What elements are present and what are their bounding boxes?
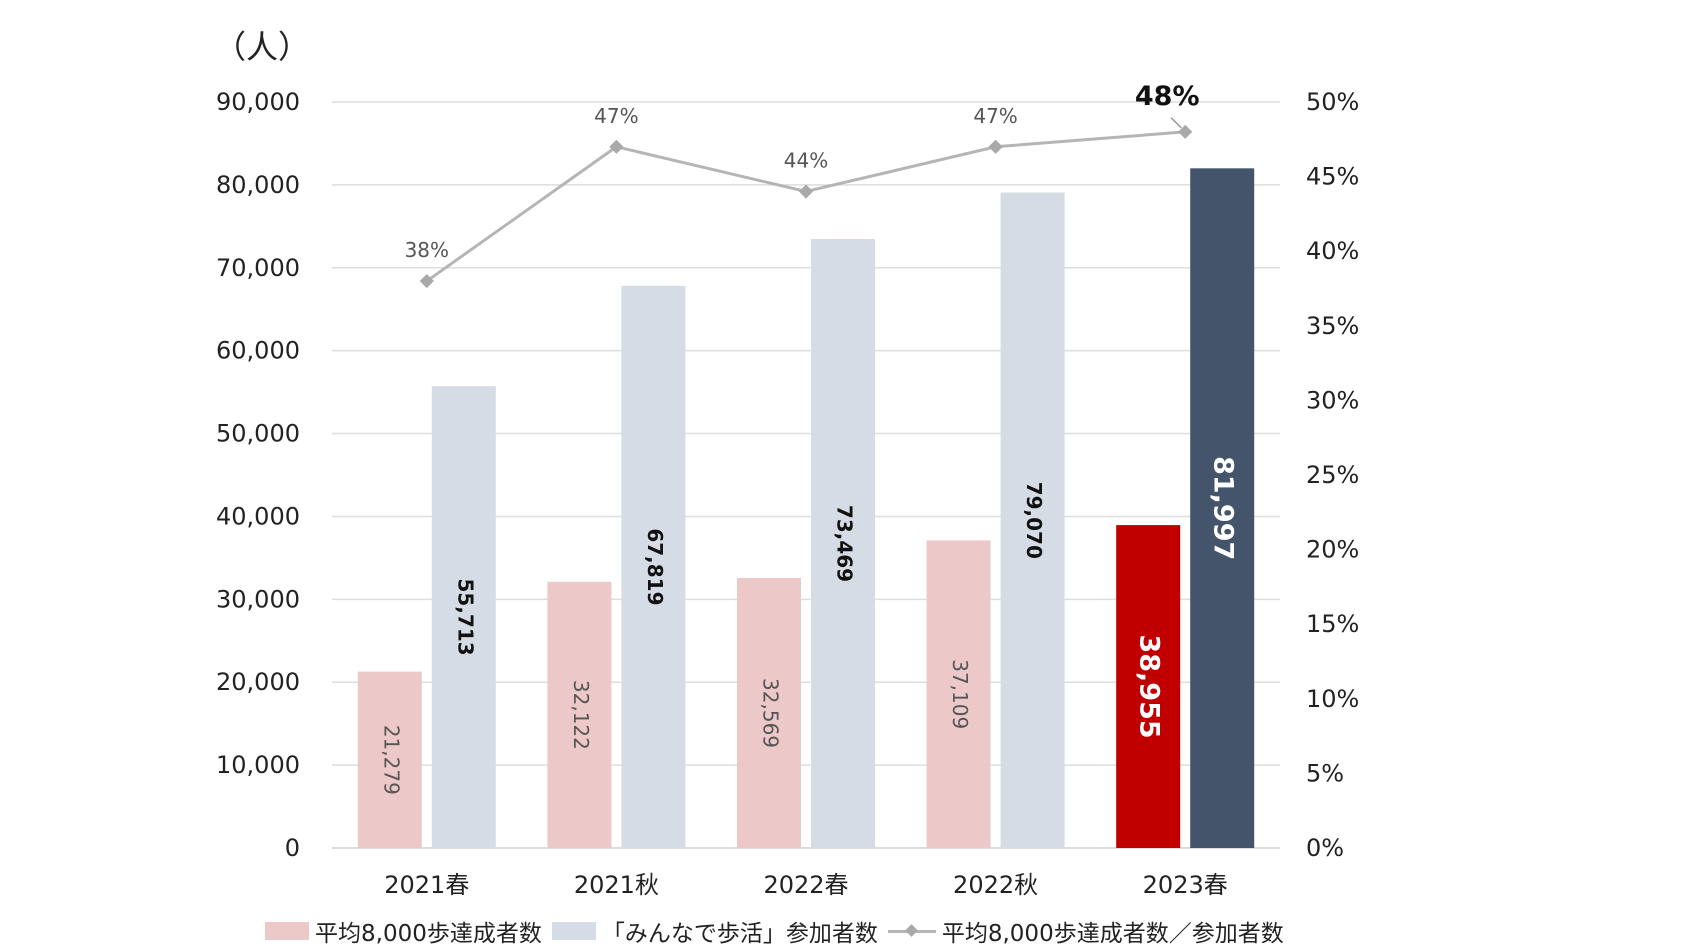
left-axis-tick-label: 40,000 [216, 502, 300, 530]
bar-participants [431, 386, 496, 848]
bar-achievers [357, 671, 422, 848]
ratio-label: 47% [594, 104, 638, 128]
bar-achievers [926, 540, 991, 848]
category-label: 2021秋 [574, 871, 659, 899]
legend-label-participants: 「みんなで歩活」参加者数 [601, 921, 878, 947]
right-axis-tick-label: 50% [1306, 88, 1359, 116]
right-axis-tick-label: 20% [1306, 536, 1359, 564]
ratio-label-leader [1170, 117, 1182, 129]
right-axis-ticks: 0% 5% 10% 15% 20% 25% 30% 35% 40% 45% 50% [1306, 88, 1359, 862]
category-label: 2023春 [1143, 871, 1228, 899]
category-axis-labels: 2021春 2021秋 2022春 2022秋 2023春 [384, 871, 1227, 899]
combo-chart: （人） 0 10,000 20,000 30,000 40,000 50,000 60,00… [214, 28, 1359, 899]
right-axis-tick-label: 10% [1306, 685, 1359, 713]
bar-series [357, 168, 1255, 849]
left-axis-tick-label: 70,000 [216, 254, 300, 282]
ratio-point [988, 139, 1003, 154]
legend-item-achievers: 平均8,000歩達成者数 [265, 914, 542, 948]
legend-item-participants: 「みんなで歩活」参加者数 [551, 914, 878, 948]
bar-label-achievers: 21,279 [379, 725, 403, 795]
legend-swatch-participants [551, 922, 596, 940]
right-axis-tick-label: 5% [1306, 759, 1344, 787]
bar-achievers [547, 581, 612, 848]
right-axis-tick-label: 35% [1306, 312, 1359, 340]
bar-label-participants: 79,070 [1022, 482, 1046, 559]
category-label: 2022秋 [953, 871, 1038, 899]
right-axis-tick-label: 0% [1306, 834, 1344, 862]
ratio-line-series: 38% 47% 44% 47% 48% [405, 81, 1200, 289]
bar-label-achievers: 32,122 [569, 680, 593, 750]
ratio-label: 44% [784, 149, 828, 173]
category-label: 2021春 [384, 871, 469, 899]
bar-participants [621, 285, 686, 848]
right-axis-tick-label: 15% [1306, 610, 1359, 638]
legend-swatch-achievers [265, 922, 309, 940]
left-axis-tick-label: 0 [285, 834, 300, 862]
ratio-point [419, 273, 434, 289]
bar-label-participants: 67,819 [643, 528, 667, 605]
left-axis-tick-label: 90,000 [216, 88, 300, 116]
left-axis-ticks: 0 10,000 20,000 30,000 40,000 50,000 60,000 70,… [216, 88, 300, 862]
legend-label-achievers: 平均8,000歩達成者数 [315, 921, 542, 947]
legend-item-ratio: 平均8,000歩達成者数／参加者数 [887, 914, 1284, 948]
left-axis-tick-label: 60,000 [216, 337, 300, 365]
right-axis-tick-label: 45% [1306, 163, 1359, 191]
ratio-point [609, 139, 624, 154]
legend-label-ratio: 平均8,000歩達成者数／参加者数 [941, 921, 1284, 947]
ratio-point [1178, 124, 1193, 139]
right-axis-tick-label: 30% [1306, 386, 1359, 414]
bar-achievers [737, 578, 801, 848]
category-label: 2022春 [763, 871, 848, 899]
bar-participants [811, 239, 875, 848]
bar-achievers [1116, 525, 1181, 848]
bar-label-participants: 81,997 [1208, 456, 1239, 560]
bar-label-participants: 73,469 [833, 505, 857, 582]
bar-label-achievers: 38,955 [1134, 634, 1165, 738]
bar-label-achievers: 32,569 [759, 678, 783, 748]
left-axis-tick-label: 50,000 [216, 420, 300, 448]
legend-swatch-ratio [887, 922, 936, 940]
right-axis-tick-label: 25% [1306, 461, 1359, 489]
bar-label-participants: 55,713 [453, 579, 477, 656]
ratio-label: 47% [973, 104, 1017, 128]
bar-participants [1190, 168, 1255, 848]
chart-legend: 平均8,000歩達成者数 「みんなで歩活」参加者数 平均8,000歩達成者数／参… [265, 914, 1294, 948]
left-axis-tick-label: 20,000 [216, 668, 300, 696]
ratio-label: 48% [1135, 81, 1200, 112]
bar-participants [1000, 192, 1065, 849]
bar-label-achievers: 37,109 [948, 659, 972, 729]
left-axis-tick-label: 10,000 [216, 751, 300, 779]
left-axis-tick-label: 80,000 [216, 171, 300, 199]
ratio-label: 38% [405, 238, 449, 262]
y-axis-unit-label: （人） [214, 28, 310, 66]
ratio-point [798, 184, 814, 199]
bar-data-labels: 21,279 55,713 32,122 67,819 32,569 73,469 37,1… [379, 456, 1238, 795]
left-axis-tick-label: 30,000 [216, 585, 300, 613]
right-axis-tick-label: 40% [1306, 237, 1359, 265]
